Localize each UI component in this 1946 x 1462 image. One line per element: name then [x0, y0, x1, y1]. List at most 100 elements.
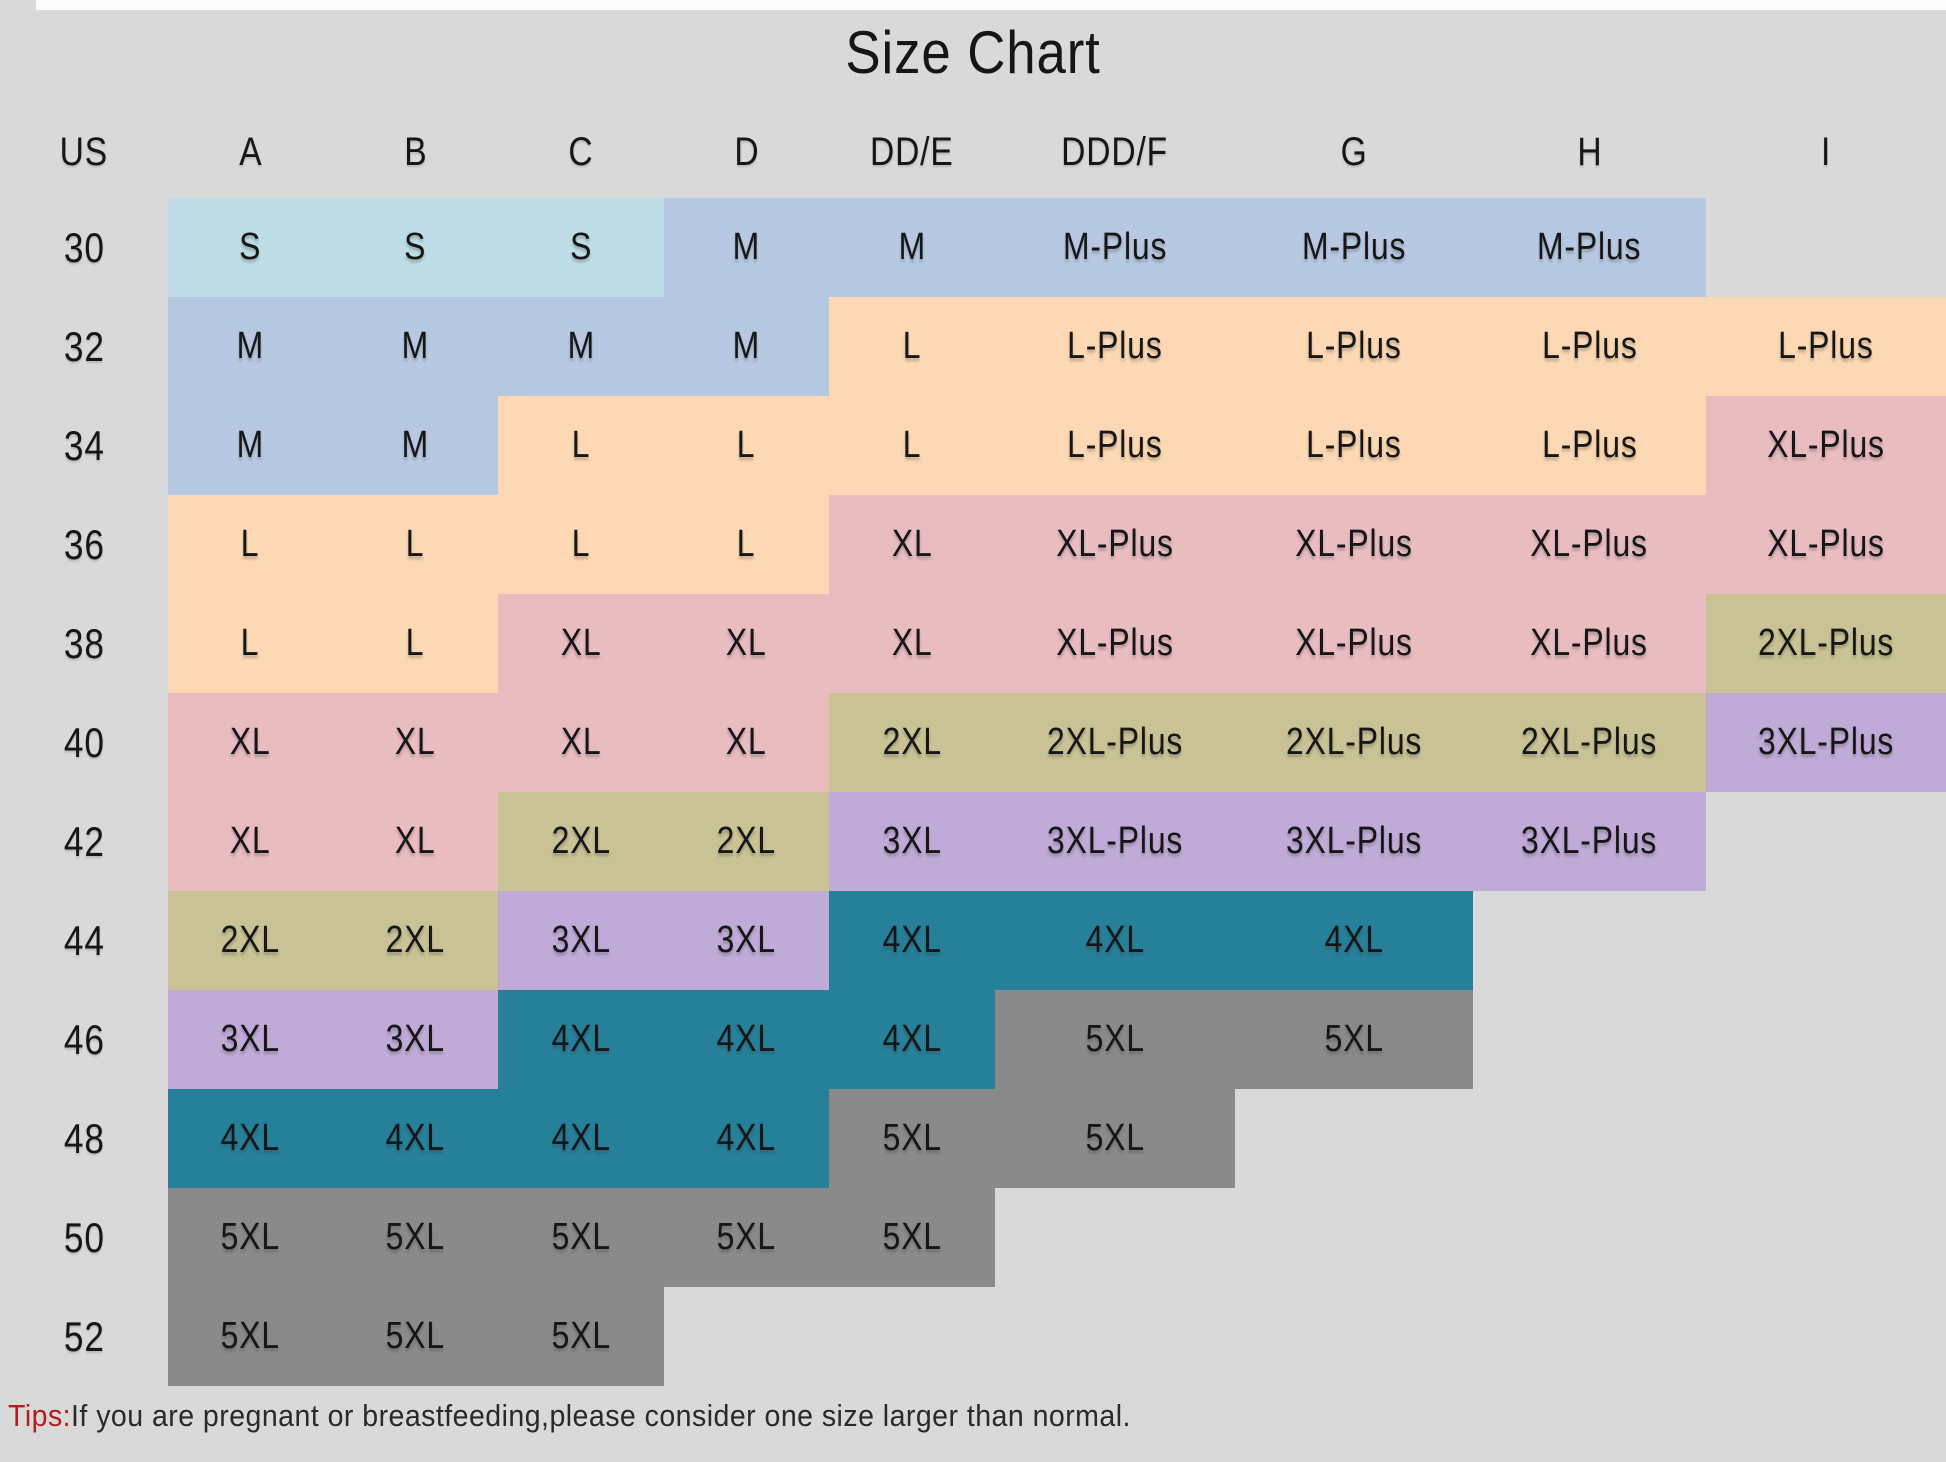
size-cell-32-d-text: M	[732, 325, 761, 367]
size-cell-44-g: 4XL	[1235, 891, 1473, 990]
size-cell-38-dd-e-text: XL	[891, 622, 933, 664]
size-cell-36-c-text: L	[571, 523, 591, 565]
size-cell-50-dd-e: 5XL	[829, 1188, 995, 1287]
size-cell-52-g-empty	[1235, 1287, 1473, 1386]
size-cell-34-h: L-Plus	[1473, 396, 1706, 495]
size-cell-44-h-empty	[1473, 891, 1706, 990]
row-label-40-text: 40	[63, 718, 105, 766]
size-cell-52-b: 5XL	[333, 1287, 498, 1386]
size-cell-30-d: M	[664, 198, 829, 297]
size-cell-36-c: L	[498, 495, 664, 594]
size-cell-46-g: 5XL	[1235, 990, 1473, 1089]
size-cell-46-dd-e: 4XL	[829, 990, 995, 1089]
size-cell-52-i-empty	[1706, 1287, 1946, 1386]
size-cell-44-i-empty	[1706, 891, 1946, 990]
size-cell-38-ddd-f: XL-Plus	[995, 594, 1235, 693]
size-cell-36-h-text: XL-Plus	[1530, 523, 1649, 565]
row-label-50: 50	[0, 1188, 168, 1287]
size-cell-38-g: XL-Plus	[1235, 594, 1473, 693]
size-cell-44-dd-e-text: 4XL	[882, 919, 942, 961]
row-label-30-text: 30	[63, 223, 105, 271]
size-cell-44-dd-e: 4XL	[829, 891, 995, 990]
size-cell-46-h-empty	[1473, 990, 1706, 1089]
row-label-44-text: 44	[63, 916, 105, 964]
size-cell-40-b-text: XL	[395, 721, 436, 763]
size-cell-32-b: M	[333, 297, 498, 396]
size-cell-34-a: M	[168, 396, 333, 495]
size-cell-38-i: 2XL-Plus	[1706, 594, 1946, 693]
size-cell-30-h: M-Plus	[1473, 198, 1706, 297]
size-cell-44-c: 3XL	[498, 891, 664, 990]
size-cell-46-a: 3XL	[168, 990, 333, 1089]
size-cell-46-b: 3XL	[333, 990, 498, 1089]
size-cell-36-a: L	[168, 495, 333, 594]
size-cell-36-i-text: XL-Plus	[1767, 523, 1885, 565]
size-cell-38-d-text: XL	[726, 622, 767, 664]
size-cell-40-d: XL	[664, 693, 829, 792]
size-cell-52-c: 5XL	[498, 1287, 664, 1386]
size-cell-52-c-text: 5XL	[551, 1315, 611, 1357]
column-header-us: US	[0, 106, 168, 198]
size-cell-50-c: 5XL	[498, 1188, 664, 1287]
size-cell-40-d-text: XL	[726, 721, 767, 763]
size-cell-46-b-text: 3XL	[385, 1018, 446, 1060]
size-cell-30-c: S	[498, 198, 664, 297]
size-cell-42-d: 2XL	[664, 792, 829, 891]
size-cell-32-b-text: M	[401, 325, 430, 367]
size-cell-52-b-text: 5XL	[385, 1315, 446, 1357]
size-cell-52-h-empty	[1473, 1287, 1706, 1386]
size-cell-42-a: XL	[168, 792, 333, 891]
size-cell-52-dd-e-empty	[829, 1287, 995, 1386]
size-cell-30-d-text: M	[732, 226, 761, 268]
size-cell-38-a-text: L	[241, 622, 260, 664]
size-cell-34-i: XL-Plus	[1706, 396, 1946, 495]
size-cell-38-i-text: 2XL-Plus	[1757, 622, 1895, 664]
size-cell-46-i-empty	[1706, 990, 1946, 1089]
size-cell-42-c: 2XL	[498, 792, 664, 891]
size-cell-50-c-text: 5XL	[551, 1216, 611, 1258]
size-cell-30-dd-e-text: M	[898, 226, 926, 268]
size-cell-38-b: L	[333, 594, 498, 693]
size-cell-34-ddd-f: L-Plus	[995, 396, 1235, 495]
size-cell-40-a: XL	[168, 693, 333, 792]
column-header-c: C	[498, 106, 664, 198]
size-cell-34-g-text: L-Plus	[1306, 424, 1402, 466]
row-label-52-text: 52	[63, 1312, 105, 1360]
column-header-i-text: I	[1820, 129, 1832, 174]
size-cell-40-g-text: 2XL-Plus	[1285, 721, 1423, 763]
size-cell-38-h-text: XL-Plus	[1530, 622, 1649, 664]
top-border-artifact	[36, 0, 1946, 10]
size-cell-44-a: 2XL	[168, 891, 333, 990]
size-cell-46-d-text: 4XL	[716, 1018, 777, 1060]
size-cell-42-d-text: 2XL	[716, 820, 777, 862]
size-cell-38-h: XL-Plus	[1473, 594, 1706, 693]
size-cell-42-dd-e-text: 3XL	[882, 820, 942, 862]
size-cell-40-g: 2XL-Plus	[1235, 693, 1473, 792]
size-cell-52-d-empty	[664, 1287, 829, 1386]
size-cell-32-dd-e-text: L	[902, 325, 922, 367]
size-cell-34-c: L	[498, 396, 664, 495]
size-cell-38-b-text: L	[406, 622, 425, 664]
size-cell-36-ddd-f-text: XL-Plus	[1056, 523, 1174, 565]
size-cell-32-ddd-f-text: L-Plus	[1067, 325, 1163, 367]
size-cell-50-d-text: 5XL	[716, 1216, 777, 1258]
size-cell-38-c-text: XL	[560, 622, 602, 664]
row-label-48-text: 48	[63, 1114, 105, 1162]
row-label-36: 36	[0, 495, 168, 594]
size-cell-44-a-text: 2XL	[220, 919, 281, 961]
size-cell-44-b: 2XL	[333, 891, 498, 990]
size-cell-48-ddd-f: 5XL	[995, 1089, 1235, 1188]
size-cell-32-c-text: M	[567, 325, 595, 367]
column-header-a: A	[168, 106, 333, 198]
size-cell-40-i-text: 3XL-Plus	[1757, 721, 1895, 763]
size-cell-48-i-empty	[1706, 1089, 1946, 1188]
size-cell-38-g-text: XL-Plus	[1295, 622, 1413, 664]
size-cell-36-dd-e-text: XL	[891, 523, 933, 565]
row-label-42-text: 42	[63, 817, 105, 865]
size-cell-44-ddd-f: 4XL	[995, 891, 1235, 990]
size-cell-44-d-text: 3XL	[716, 919, 777, 961]
size-cell-46-ddd-f: 5XL	[995, 990, 1235, 1089]
size-cell-52-a: 5XL	[168, 1287, 333, 1386]
size-cell-34-h-text: L-Plus	[1541, 424, 1638, 466]
size-cell-46-c: 4XL	[498, 990, 664, 1089]
